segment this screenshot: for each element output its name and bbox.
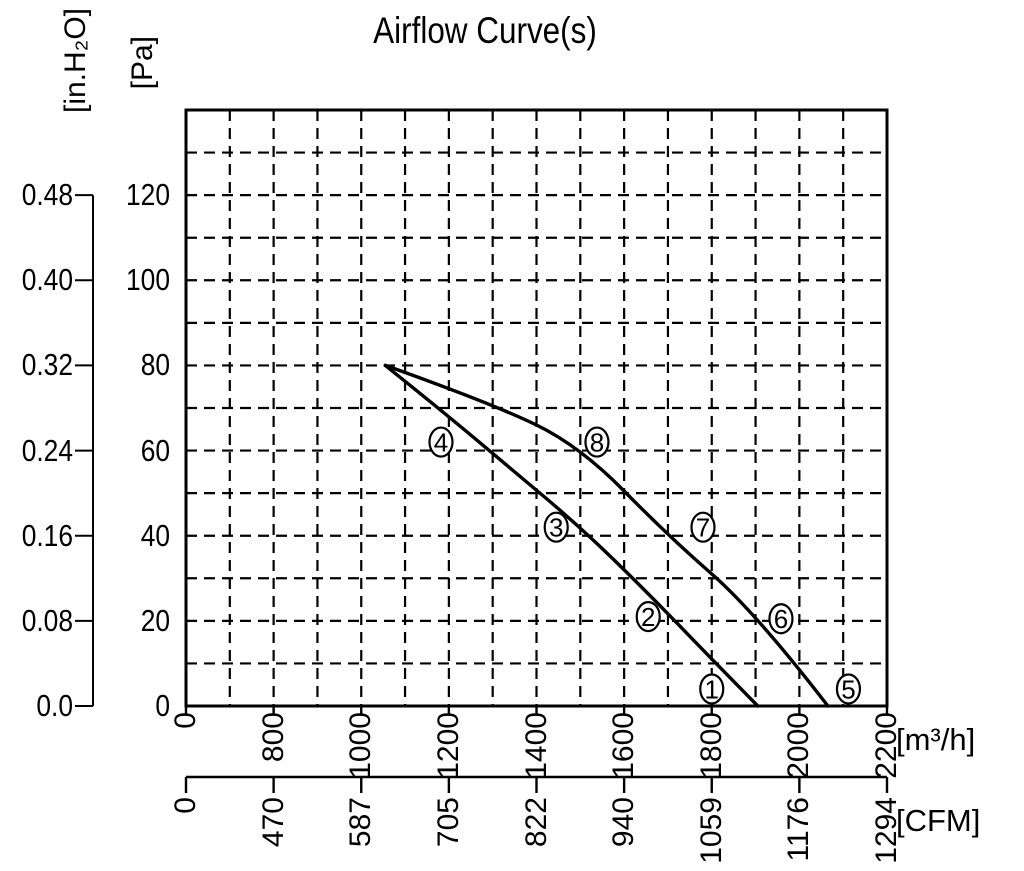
tick-label-cfm: 587	[344, 797, 378, 848]
airflow-curves	[383, 363, 830, 708]
tick-label-cfm: 1176	[782, 797, 816, 862]
tick-label-inh2o: 0.40	[21, 262, 73, 298]
curve-label-3: 3	[543, 511, 569, 543]
svg-text:1: 1	[705, 674, 719, 704]
svg-text:7: 7	[696, 513, 710, 543]
svg-text:4: 4	[434, 427, 448, 457]
tick-label-pa: 0	[155, 688, 170, 723]
curve-label-7: 7	[690, 511, 716, 543]
curve-label-8: 8	[584, 426, 610, 458]
x-axis-unit-m3h: [m³/h]	[896, 722, 976, 757]
tick-label-m3h: 1600	[607, 712, 641, 779]
tick-label-cfm: 940	[607, 797, 641, 848]
tick-label-pa: 100	[126, 262, 170, 298]
curve-1-2-3-4	[383, 363, 760, 708]
curve-label-5: 5	[835, 673, 862, 705]
curve-label-1: 1	[699, 673, 725, 705]
svg-text:8: 8	[590, 427, 604, 457]
tick-label-pa: 120	[126, 177, 170, 213]
tick-label-pa: 20	[140, 602, 170, 638]
curve-5-6-7-8	[383, 363, 830, 708]
svg-text:6: 6	[774, 604, 788, 634]
tick-label-m3h: 0	[169, 712, 202, 729]
tick-label-inh2o: 0.16	[21, 517, 73, 553]
curve-labels: 1 2 3 4 5 6 7 8	[428, 426, 862, 705]
tick-label-pa: 80	[140, 347, 170, 383]
tick-label-inh2o: 0.0	[36, 688, 73, 723]
grid	[186, 110, 887, 706]
tick-label-cfm: 822	[519, 797, 553, 848]
tick-label-cfm: 0	[169, 797, 202, 814]
cfm-axis	[184, 775, 889, 793]
m3h-axis-ticks	[184, 706, 889, 715]
x-axis-unit-cfm: [CFM]	[896, 803, 981, 838]
tick-label-pa: 40	[140, 517, 170, 553]
tick-label-inh2o: 0.32	[21, 347, 73, 383]
svg-text:3: 3	[549, 513, 563, 543]
tick-label-inh2o: 0.48	[21, 177, 73, 213]
tick-label-cfm: 470	[256, 797, 290, 848]
curve-label-6: 6	[768, 603, 794, 635]
tick-label-m3h: 2000	[782, 712, 816, 779]
tick-label-m3h: 800	[256, 712, 290, 763]
svg-text:2: 2	[641, 602, 655, 632]
inh2o-axis-bracket	[75, 194, 94, 707]
tick-label-m3h: 1200	[431, 712, 465, 779]
tick-label-pa: 60	[140, 432, 170, 468]
tick-label-m3h: 1800	[694, 712, 728, 779]
curve-label-4: 4	[428, 426, 454, 458]
chart-title: Airflow Curve(s)	[373, 10, 597, 51]
svg-text:5: 5	[841, 674, 855, 704]
tick-label-inh2o: 0.24	[21, 432, 73, 468]
tick-label-m3h: 1000	[344, 712, 378, 779]
tick-label-cfm: 705	[431, 797, 465, 848]
tick-label-cfm: 1059	[694, 797, 728, 864]
tick-label-m3h: 1400	[519, 712, 553, 779]
curve-label-2: 2	[635, 600, 661, 633]
tick-label-inh2o: 0.08	[21, 602, 73, 638]
